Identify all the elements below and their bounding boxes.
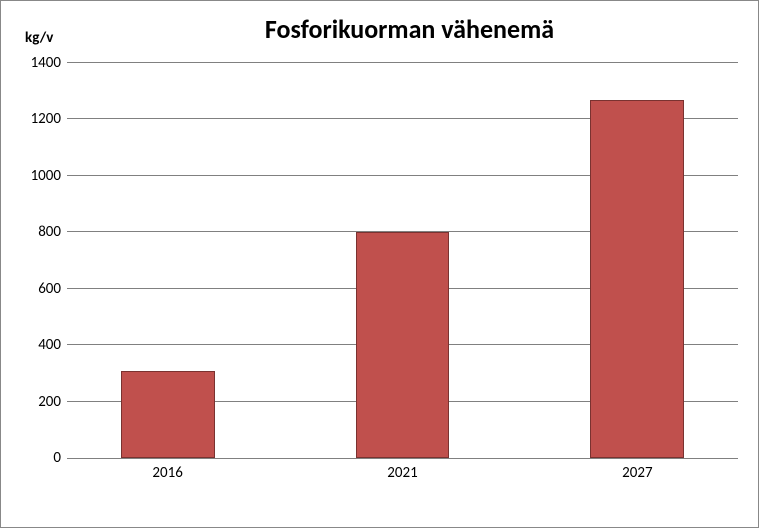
bars-layer <box>67 63 738 458</box>
plot-area: 1400 1200 1000 800 600 400 200 0 <box>67 63 738 459</box>
bar-2027 <box>590 100 684 458</box>
y-tick-label: 400 <box>38 336 67 354</box>
y-tick-label: 0 <box>53 449 67 467</box>
chart-container: kg/v Fosforikuorman vähenemä 1400 1200 1… <box>0 0 759 528</box>
y-tick-label: 800 <box>38 223 67 241</box>
plot-wrapper: 1400 1200 1000 800 600 400 200 0 <box>9 53 750 491</box>
y-tick-label: 1200 <box>31 110 67 128</box>
x-tick-label: 2016 <box>152 458 182 482</box>
bar-2016 <box>121 371 215 458</box>
y-tick-label: 1000 <box>31 167 67 185</box>
chart-title: Fosforikuorman vähenemä <box>9 13 750 45</box>
bar-2021 <box>356 232 450 458</box>
y-tick-label: 1400 <box>31 54 67 72</box>
y-tick-label: 600 <box>38 280 67 298</box>
y-axis-unit-label: kg/v <box>25 29 53 47</box>
x-tick-label: 2027 <box>622 458 652 482</box>
x-tick-label: 2021 <box>387 458 417 482</box>
y-tick-label: 200 <box>38 393 67 411</box>
